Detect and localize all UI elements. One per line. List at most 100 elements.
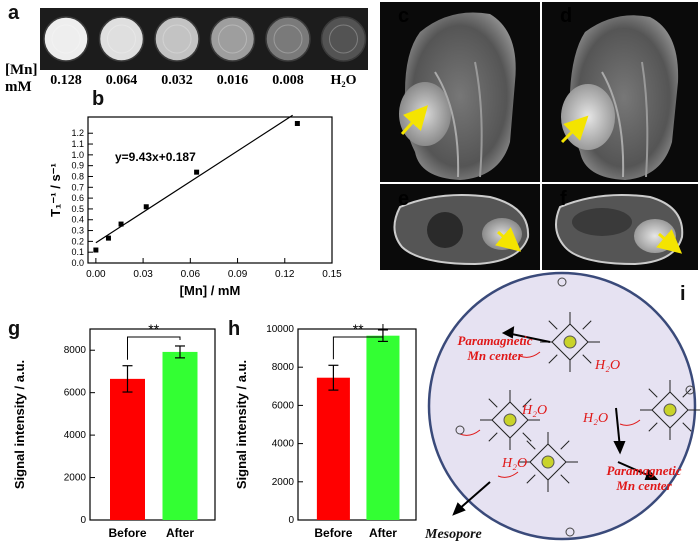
x-tick-label: 0.03 <box>133 269 153 280</box>
y-tick-label: 0.3 <box>71 226 84 236</box>
data-point <box>118 221 124 227</box>
mn-center-text-2: Mn center <box>616 478 672 493</box>
phantom-inner-ring <box>107 24 136 54</box>
panel-e-letter: e <box>398 188 410 210</box>
linker-chain <box>519 351 541 358</box>
bar <box>110 378 145 520</box>
y-tick-label: 8000 <box>272 362 295 373</box>
phantom-circles <box>43 16 367 62</box>
y-tick-label: 0.6 <box>71 193 84 203</box>
silica-anchor <box>455 425 465 435</box>
y-tick-label: 4000 <box>272 439 295 450</box>
paramagnetic-text-1: Paramagnetic <box>457 333 533 348</box>
data-point <box>93 247 99 253</box>
plot-frame <box>297 328 417 521</box>
phantom-label: 0.128 <box>50 73 82 88</box>
phantom-label: 0.032 <box>161 73 193 88</box>
y-tick-label: 10000 <box>266 324 294 335</box>
phantom-strip <box>40 8 368 70</box>
panel-i-letter: i <box>680 283 686 305</box>
mri-panel-e <box>380 184 540 270</box>
h2o-label-1: H₂O <box>595 358 621 373</box>
substituent-bond <box>582 354 592 364</box>
phantom-tube <box>265 16 311 62</box>
substituent-bond <box>648 388 658 398</box>
substituent-bond <box>560 440 570 450</box>
x-tick-label: 0.15 <box>322 269 342 280</box>
silica-anchor <box>557 277 567 287</box>
substituent-bond <box>582 320 592 330</box>
mesopore-schematic <box>427 271 700 541</box>
significance-stars: ** <box>353 321 364 337</box>
phantom-inner-ring <box>162 24 192 54</box>
linker-chain <box>497 471 519 478</box>
signal-chart-h: 0 2000 4000 6000 8000 10000 Before After ** Signa… <box>234 321 417 540</box>
y-tick-label: 2000 <box>64 473 87 484</box>
y-tick-label: 6000 <box>272 400 295 411</box>
substituent-bond <box>488 432 498 442</box>
phantom-tube <box>98 16 145 62</box>
paramagnetic-label-2: Paramagnetic Mn center <box>594 463 694 493</box>
mn-atom <box>563 335 577 349</box>
substituent-bond <box>488 398 498 408</box>
phantom-tube <box>209 16 256 62</box>
mn-atom <box>503 413 517 427</box>
data-point <box>105 235 111 241</box>
mn-center-text-1: Mn center <box>467 348 523 363</box>
fit-line <box>95 114 293 244</box>
silica-anchor <box>685 385 695 395</box>
y-tick-label: 4000 <box>64 430 87 441</box>
data-point <box>194 169 200 175</box>
data-point <box>294 120 300 126</box>
y-tick-label: 1.1 <box>71 139 84 149</box>
y-tick-label: 0.7 <box>71 182 84 192</box>
y-tick-label: 1.0 <box>71 150 84 160</box>
substituent-bond <box>560 474 570 484</box>
x-tick-label: 0.09 <box>228 269 248 280</box>
substituent-bond <box>526 440 536 450</box>
panel-h-letter: h <box>228 318 241 340</box>
phantom-tube <box>154 16 200 62</box>
mesopore-label: Mesopore <box>425 527 482 542</box>
substituent-bond <box>548 320 558 330</box>
silica-anchor <box>565 527 575 537</box>
bar <box>162 351 198 520</box>
y-tick-label: 0.2 <box>71 236 84 246</box>
bar <box>366 335 400 520</box>
panel-c-letter: c <box>398 5 410 27</box>
substituent-bond <box>682 422 692 432</box>
conc-label-line1: [Mn] <box>5 62 38 78</box>
substituent-bond <box>526 474 536 484</box>
significance-bracket <box>127 336 181 360</box>
phantom-inner-ring <box>51 24 81 54</box>
linker-chain <box>459 429 481 436</box>
h2o-label-3: H₂O <box>583 411 609 426</box>
bar <box>316 377 350 520</box>
y-tick-label: 8000 <box>64 345 87 356</box>
y-tick-label: 0.1 <box>71 247 84 257</box>
phantom-label: 0.064 <box>105 73 138 88</box>
mri-panel-f <box>542 184 698 270</box>
y-tick-label: 6000 <box>64 388 87 399</box>
phantom-label: H₂O <box>330 73 357 88</box>
substituent-bond <box>548 354 558 364</box>
mn-atom <box>541 455 555 469</box>
panel-b-letter: b <box>92 88 105 110</box>
relaxivity-chart: 0.00 0.03 0.06 0.09 0.12 0.150.00.10.20.30.40… <box>48 114 342 298</box>
phantom-tube <box>320 16 367 62</box>
x-tick-label: 0.00 <box>86 269 106 280</box>
panel-a-letter: a <box>8 2 20 24</box>
linker-chain <box>619 419 641 426</box>
mri-panel-d <box>542 2 698 182</box>
h2o-label-2: H₂O <box>522 403 548 418</box>
substituent-bond <box>648 422 658 432</box>
phantom-label: 0.008 <box>272 73 304 88</box>
mn-atom <box>663 403 677 417</box>
category-label: After <box>369 526 397 540</box>
category-label: Before <box>314 526 352 540</box>
mri-images <box>380 2 698 270</box>
mesopore-circle <box>427 271 697 541</box>
plot-frame <box>87 116 333 264</box>
h2o-label-4: H₂O <box>502 456 528 471</box>
category-label: After <box>166 526 194 540</box>
